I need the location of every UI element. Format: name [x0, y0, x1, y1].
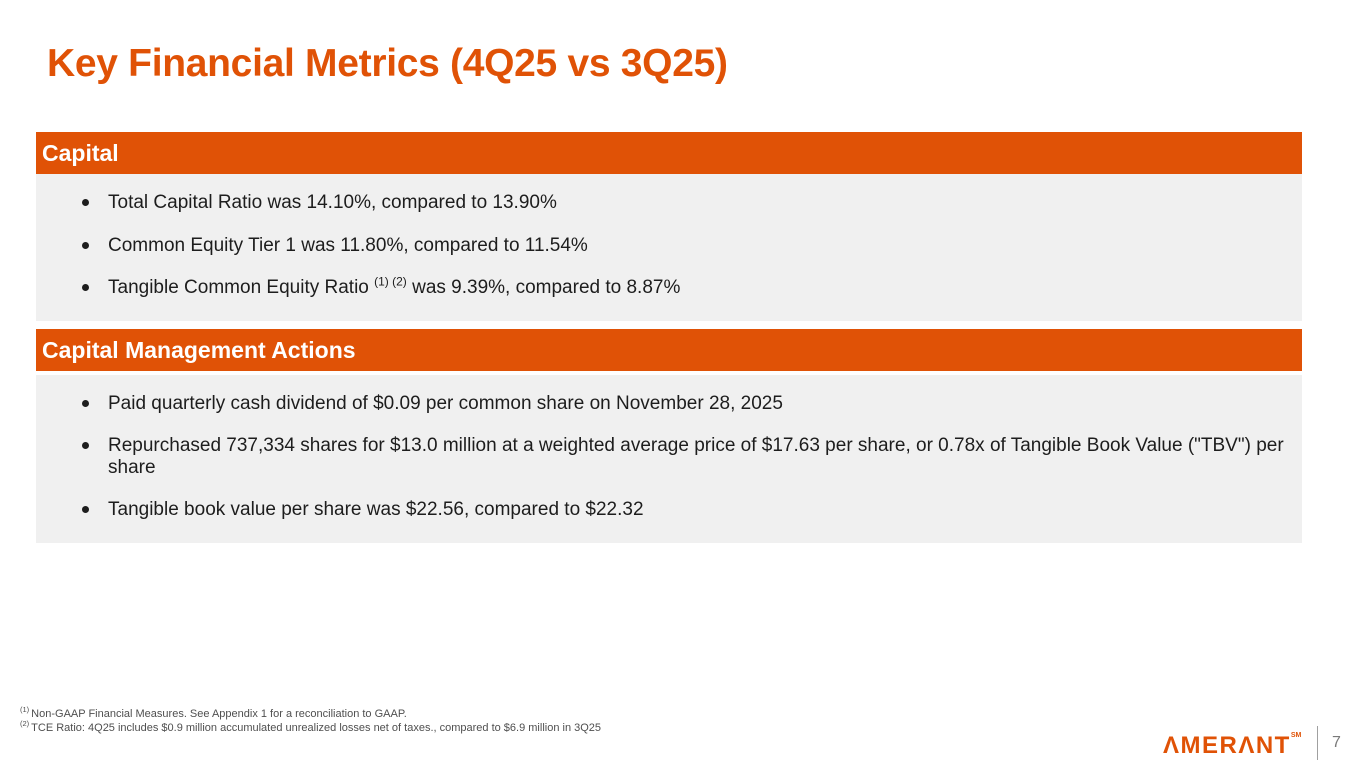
bullet-repurchase: Repurchased 737,334 shares for $13.0 mil…	[36, 435, 1302, 478]
amerant-wordmark: ΛMERΛNT	[1163, 732, 1291, 759]
bullet-cet1: Common Equity Tier 1 was 11.80%, compare…	[36, 235, 1302, 257]
section-header-capital-management: Capital Management Actions	[36, 328, 1302, 371]
section-capital-management: Capital Management Actions Paid quarterl…	[36, 328, 1302, 543]
footer-divider	[1317, 726, 1318, 760]
footnote-text: TCE Ratio: 4Q25 includes $0.9 million ac…	[31, 721, 602, 734]
content-sections: Capital Total Capital Ratio was 14.10%, …	[36, 132, 1302, 543]
bullet-tbv-per-share: Tangible book value per share was $22.56…	[36, 499, 1302, 521]
bullet-text: Tangible book value per share was $22.56…	[108, 499, 644, 520]
footnote-line-1: (1) Non-GAAP Financial Measures. See Appe…	[20, 705, 601, 722]
footnote-line-2: (2) TCE Ratio: 4Q25 includes $0.9 million…	[20, 718, 602, 736]
section-body-capital: Total Capital Ratio was 14.10%, compared…	[36, 174, 1302, 321]
footnote-reference: (1) (2)	[374, 274, 407, 289]
capital-management-bullet-list: Paid quarterly cash dividend of $0.09 pe…	[36, 393, 1302, 521]
bullet-text: Paid quarterly cash dividend of $0.09 pe…	[108, 392, 783, 414]
footnote-marker: (2)	[20, 718, 30, 728]
bullet-text: Tangible Common Equity Ratio	[108, 277, 375, 298]
capital-bullet-list: Total Capital Ratio was 14.10%, compared…	[36, 192, 1302, 299]
amerant-logo: ΛMERΛNTSM	[1163, 732, 1301, 760]
bullet-tce-ratio: Tangible Common Equity Ratio (1) (2) was…	[36, 274, 1302, 299]
bullet-text: Common Equity Tier 1 was 11.80%, compare…	[108, 234, 588, 256]
footnote-text: Non-GAAP Financial Measures. See Appendi…	[31, 708, 407, 720]
footnote-marker: (1)	[20, 705, 30, 715]
bullet-text: was 9.39%, compared to 8.87%	[406, 277, 681, 298]
bullet-text: Total Capital Ratio was 14.10%, compared…	[108, 192, 557, 213]
section-body-capital-management: Paid quarterly cash dividend of $0.09 pe…	[36, 374, 1302, 543]
page-number: 7	[1332, 734, 1341, 751]
bullet-total-capital-ratio: Total Capital Ratio was 14.10%, compared…	[36, 192, 1302, 214]
page-title: Key Financial Metrics (4Q25 vs 3Q25)	[47, 42, 728, 85]
footnotes: (1) Non-GAAP Financial Measures. See Appe…	[20, 705, 602, 736]
bullet-dividend: Paid quarterly cash dividend of $0.09 pe…	[36, 393, 1302, 415]
service-mark: SM	[1290, 732, 1302, 739]
bullet-text: Repurchased 737,334 shares for $13.0 mil…	[108, 435, 1284, 478]
section-capital: Capital Total Capital Ratio was 14.10%, …	[36, 132, 1302, 321]
section-header-capital: Capital	[36, 132, 1302, 174]
